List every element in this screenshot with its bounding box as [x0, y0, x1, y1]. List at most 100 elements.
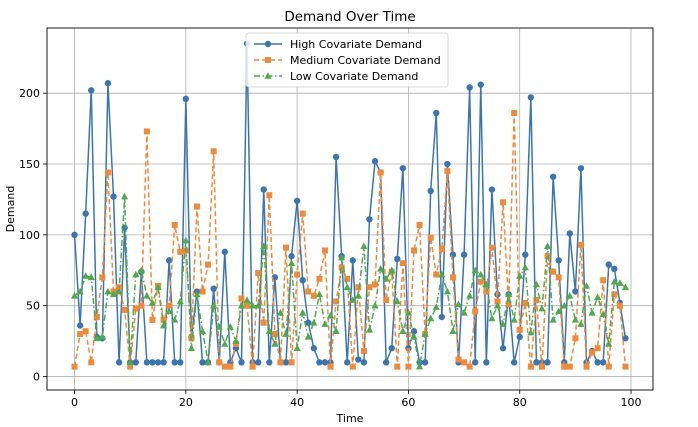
data-point	[182, 95, 190, 103]
data-point	[488, 186, 496, 193]
data-point	[522, 251, 529, 258]
data-point	[360, 242, 368, 249]
data-point	[70, 291, 79, 299]
data-point	[449, 251, 457, 258]
data-point	[388, 266, 396, 274]
data-point	[115, 359, 123, 366]
data-point	[366, 284, 373, 291]
legend: High Covariate Demand Medium Covariate De…	[245, 32, 449, 88]
data-point	[176, 297, 184, 305]
chart-title: Demand Over Time	[284, 9, 415, 25]
data-point	[377, 169, 384, 176]
data-point	[316, 275, 323, 282]
data-point	[132, 270, 140, 278]
data-point	[221, 363, 228, 370]
data-point	[416, 221, 423, 228]
data-point	[533, 297, 540, 304]
y-tick-label: 100	[19, 229, 40, 242]
data-point	[611, 291, 618, 298]
data-point	[460, 251, 468, 258]
data-point	[449, 274, 456, 281]
x-tick-label: 20	[179, 396, 193, 409]
data-point	[377, 265, 385, 272]
data-point	[193, 290, 201, 298]
data-point	[516, 326, 523, 333]
data-point	[266, 192, 273, 199]
data-point	[260, 186, 267, 193]
data-point	[466, 363, 473, 370]
data-point	[499, 320, 507, 327]
data-point	[583, 363, 590, 370]
data-point	[472, 359, 479, 366]
data-point	[394, 255, 401, 263]
data-point	[533, 359, 540, 366]
data-point	[104, 287, 112, 295]
data-point	[310, 345, 318, 352]
data-point	[110, 193, 117, 200]
data-point	[149, 359, 156, 366]
data-point	[315, 290, 323, 298]
data-point	[589, 349, 596, 356]
data-point	[550, 268, 557, 275]
data-point	[305, 319, 312, 326]
data-point	[249, 363, 256, 370]
data-point	[543, 242, 552, 249]
data-point	[471, 266, 479, 274]
data-point	[165, 307, 173, 315]
data-point	[399, 327, 407, 335]
data-point	[344, 275, 351, 282]
data-point	[349, 257, 356, 264]
data-point	[221, 248, 228, 256]
data-point	[199, 359, 206, 366]
data-point	[477, 81, 484, 88]
data-point	[143, 128, 150, 135]
data-point	[538, 304, 546, 312]
data-point	[149, 316, 156, 323]
data-point	[76, 287, 84, 295]
data-point	[71, 231, 78, 239]
data-point	[504, 290, 513, 298]
data-point	[321, 247, 328, 254]
data-point	[432, 303, 440, 310]
data-point	[294, 271, 301, 278]
data-point	[332, 327, 340, 335]
data-point	[332, 153, 340, 161]
data-point	[622, 335, 629, 342]
data-point	[304, 333, 312, 340]
data-point	[254, 301, 262, 309]
data-point	[316, 359, 323, 366]
data-point	[415, 362, 424, 370]
legend-swatch-marker	[264, 40, 272, 48]
data-point	[488, 244, 495, 251]
data-point	[594, 359, 601, 366]
data-point	[255, 270, 262, 277]
data-point	[109, 290, 118, 298]
data-point	[293, 197, 301, 205]
data-point	[243, 296, 251, 303]
data-point	[287, 259, 296, 266]
series-line	[74, 195, 626, 368]
data-point	[321, 320, 329, 327]
plot-frame	[46, 27, 654, 391]
data-point	[237, 301, 246, 309]
series-triangle-group	[70, 192, 630, 370]
data-point	[572, 335, 579, 342]
data-point	[360, 348, 367, 355]
data-point	[326, 311, 335, 319]
data-point	[98, 333, 106, 340]
data-point	[621, 283, 630, 291]
data-point	[393, 297, 401, 305]
data-point	[477, 278, 484, 285]
data-point	[355, 284, 362, 291]
data-point	[599, 310, 607, 317]
y-axis-label: Demand	[4, 186, 17, 233]
data-point	[349, 363, 356, 370]
x-tick-label: 40	[290, 396, 304, 409]
data-point	[427, 314, 435, 322]
data-point	[544, 359, 551, 366]
data-point	[159, 321, 168, 329]
data-point	[227, 363, 234, 370]
data-point	[466, 84, 473, 91]
data-point	[305, 288, 312, 295]
